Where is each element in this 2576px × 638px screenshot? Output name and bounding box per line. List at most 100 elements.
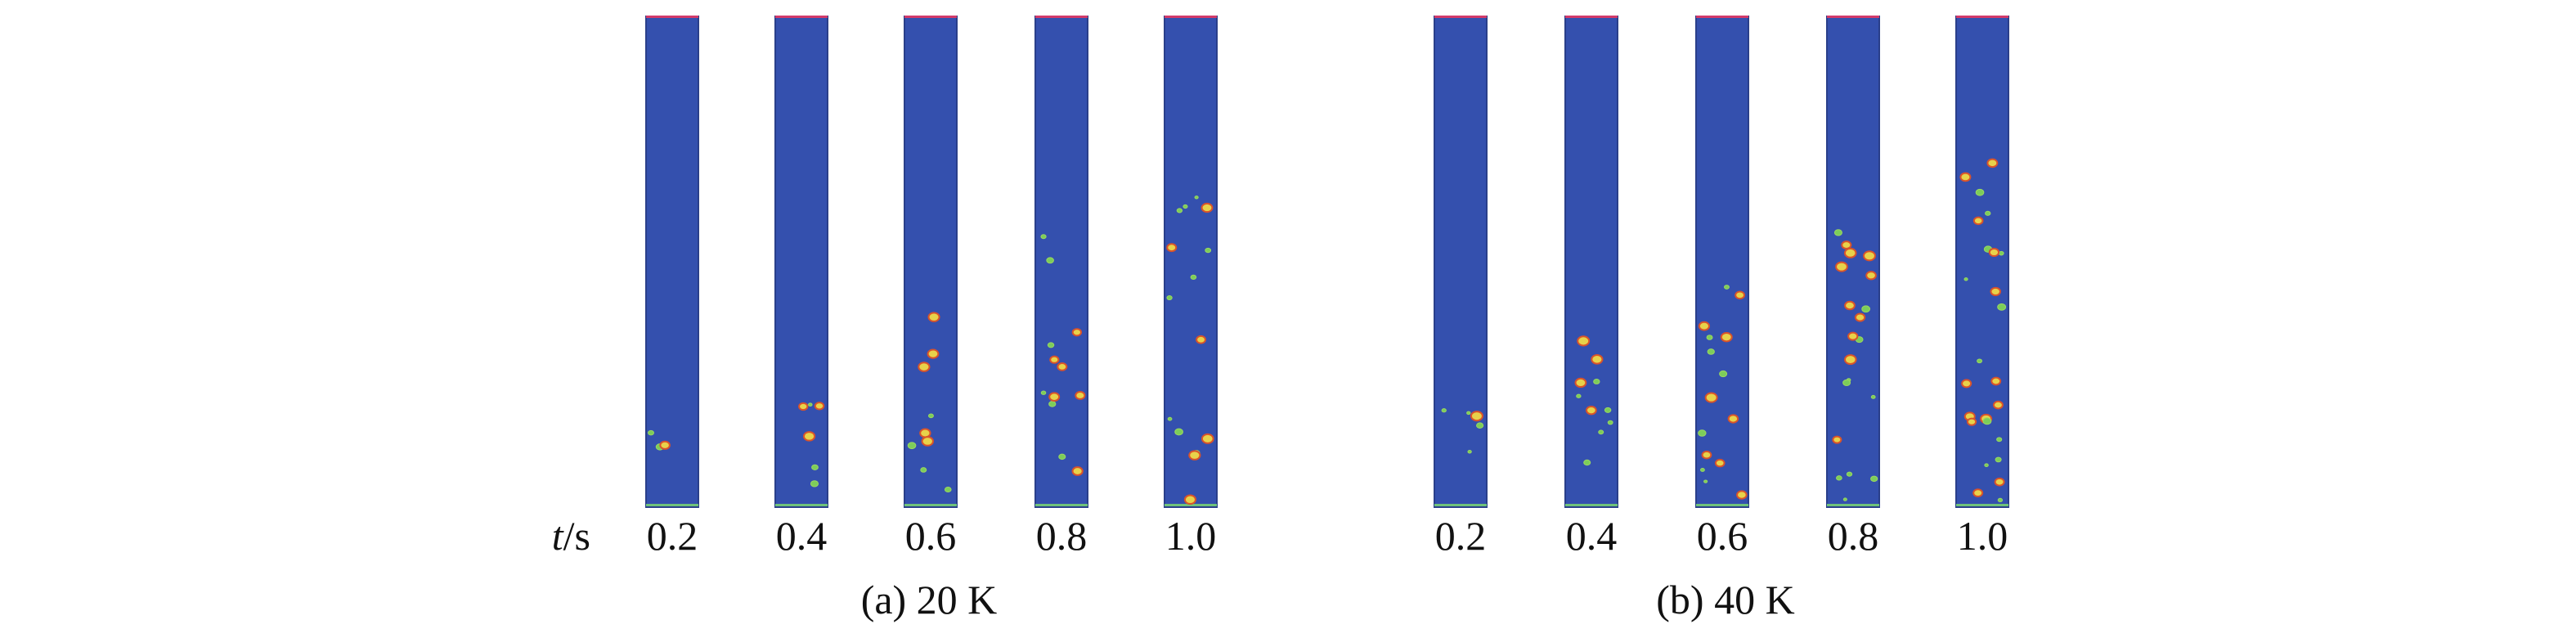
- bubble: [907, 442, 917, 450]
- time-label: 0.8: [1036, 513, 1088, 559]
- bubble: [1071, 466, 1084, 476]
- bubble: [1593, 379, 1600, 384]
- bubble: [1166, 243, 1178, 253]
- bubble: [1995, 456, 2002, 463]
- bubble: [1048, 401, 1057, 407]
- bubble: [1071, 328, 1083, 337]
- bubble: [1990, 286, 2001, 297]
- bubble: [1046, 257, 1054, 264]
- bubble: [1704, 392, 1718, 403]
- bubble: [1994, 477, 2005, 487]
- bubble: [1736, 490, 1748, 500]
- time-label: 0.6: [1697, 513, 1748, 559]
- bubble: [1196, 335, 1206, 344]
- bottom-layer: [1434, 504, 1487, 506]
- bubble: [1467, 449, 1472, 454]
- bottom-layer: [1165, 504, 1217, 506]
- bubble: [927, 413, 934, 419]
- bubble: [1057, 362, 1068, 371]
- bubble: [1166, 295, 1173, 301]
- bubble: [1996, 437, 2003, 443]
- bubble: [1997, 303, 2007, 311]
- bubble: [1854, 312, 1866, 322]
- bubble: [1701, 450, 1712, 460]
- time-label: 1.0: [1165, 513, 1217, 559]
- bubble: [1040, 390, 1047, 395]
- bubble: [919, 428, 931, 438]
- bubble: [1200, 433, 1214, 444]
- bubble: [1174, 428, 1183, 436]
- top-layer: [904, 16, 957, 18]
- bottom-layer: [775, 504, 828, 506]
- bubble: [927, 312, 940, 322]
- bubble: [1966, 417, 1977, 426]
- bubble: [1698, 321, 1711, 331]
- time-label: 0.4: [776, 513, 828, 559]
- bubble: [1988, 247, 2000, 258]
- bubble: [1205, 247, 1212, 254]
- column: [1955, 16, 2009, 508]
- bubble: [1176, 208, 1183, 213]
- bubble: [1167, 416, 1173, 421]
- bubble: [920, 467, 927, 473]
- column: [1164, 16, 1218, 508]
- bubble: [1977, 358, 1983, 364]
- time-label: 0.4: [1566, 513, 1618, 559]
- bubble: [1844, 300, 1856, 311]
- bubble: [1835, 261, 1848, 272]
- bubble: [798, 402, 809, 411]
- bubble: [659, 440, 671, 450]
- bubble: [1959, 172, 1972, 182]
- bubble: [814, 402, 825, 411]
- column: [774, 16, 828, 508]
- bubble: [1846, 471, 1853, 477]
- bubble: [1833, 229, 1842, 236]
- bottom-layer: [1827, 504, 1879, 506]
- bubble: [1583, 459, 1591, 466]
- bubble: [1990, 376, 2002, 386]
- bubble: [1972, 488, 1984, 498]
- bubble: [1047, 342, 1055, 348]
- bubble: [1985, 210, 1991, 216]
- bubble: [808, 402, 813, 407]
- bubble: [1861, 305, 1871, 313]
- bubble: [1698, 429, 1707, 437]
- column: [1564, 16, 1618, 508]
- bubble: [1972, 216, 1984, 226]
- bubble: [1843, 354, 1857, 366]
- bubble: [1863, 250, 1876, 262]
- bubble: [1836, 475, 1842, 481]
- bubble: [1470, 411, 1483, 422]
- bubble: [1075, 391, 1086, 400]
- bubble: [1843, 247, 1857, 258]
- time-label: 1.0: [1957, 513, 2008, 559]
- bubble: [1700, 468, 1705, 472]
- axis-symbol: t: [552, 513, 564, 559]
- bubble: [1577, 335, 1591, 347]
- bubble: [648, 429, 654, 436]
- bubble: [1441, 408, 1447, 413]
- bubble: [1714, 458, 1726, 468]
- top-layer: [1565, 16, 1618, 18]
- time-label: 0.2: [647, 513, 698, 559]
- bubble: [1984, 463, 1989, 467]
- top-layer: [646, 16, 698, 18]
- top-layer: [1956, 16, 2008, 18]
- bubble: [1707, 348, 1715, 355]
- bubble: [1724, 285, 1730, 290]
- bubble: [1719, 370, 1728, 378]
- bubble: [1720, 331, 1733, 343]
- bubble: [1847, 331, 1859, 341]
- axis-unit: /s: [563, 513, 590, 559]
- bubble: [1200, 202, 1214, 213]
- bubble: [944, 486, 952, 493]
- bubble: [927, 348, 940, 359]
- bubble: [1576, 393, 1582, 398]
- bubble: [1591, 354, 1604, 365]
- bubble: [1703, 479, 1708, 483]
- bubble: [1841, 240, 1852, 249]
- top-layer: [1165, 16, 1217, 18]
- bottom-layer: [1565, 504, 1618, 506]
- bubble: [921, 436, 934, 447]
